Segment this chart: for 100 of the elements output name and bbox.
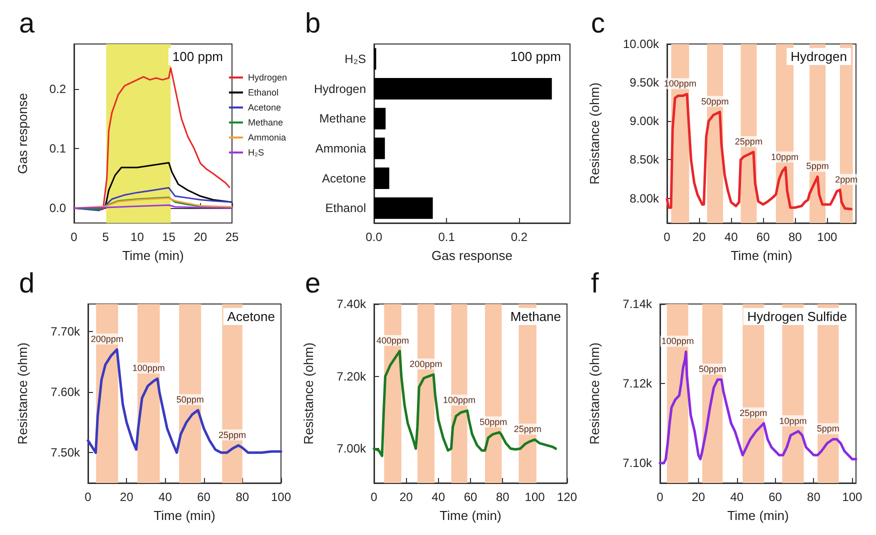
bar — [374, 78, 552, 100]
annotation: 100ppm — [664, 78, 696, 89]
legend-label: Ammonia — [248, 132, 286, 142]
annotation: Methane — [510, 308, 562, 324]
annotation: 400ppm — [376, 335, 409, 346]
y-axis-title: Gas response — [15, 93, 30, 174]
y-tick-label: 7.60k — [50, 384, 81, 398]
y-tick-label: 7.14k — [622, 296, 653, 310]
x-tick-label: 20 — [120, 490, 134, 504]
x-axis-title: Gas response — [432, 248, 512, 263]
y-tick-label: 7.50k — [50, 445, 81, 460]
annotation: 2ppm — [835, 174, 858, 184]
x-tick-label: 100 — [270, 490, 292, 504]
x-tick-label: 60 — [197, 490, 211, 504]
bar — [374, 168, 390, 189]
x-tick-label: 0 — [370, 490, 378, 504]
annotation: 100ppm — [442, 394, 476, 405]
annotation: Hydrogen — [790, 49, 848, 64]
y-tick-label: Acetone — [322, 171, 366, 186]
chart-title: a — [19, 8, 35, 38]
y-tick-label: 9.50k — [630, 76, 660, 90]
y-axis-title: Resistance (ohm) — [587, 82, 602, 184]
x-tick-label: 40 — [724, 230, 738, 244]
annotation: 25ppm — [734, 136, 762, 147]
y-tick-label: 7.70k — [50, 324, 81, 338]
legend-label: Hydrogen — [248, 72, 288, 82]
x-tick-label: 15 — [162, 230, 176, 244]
annotation: 100ppm — [661, 336, 694, 346]
legend-label: Ethanol — [248, 88, 279, 98]
x-tick-label: 100 — [842, 490, 862, 504]
y-tick-label: 7.20k — [336, 368, 367, 383]
annotation: 50ppm — [701, 96, 729, 106]
legend-label: Acetone — [248, 102, 282, 112]
legend-label: H₂S — [248, 148, 264, 158]
chart-title: f — [591, 267, 599, 298]
y-axis-title: Resistance (ohm) — [301, 342, 316, 444]
x-tick-label: 100 — [817, 230, 838, 244]
chart-title: e — [305, 267, 321, 298]
x-tick-label: 20 — [194, 230, 208, 244]
annotation: 100 ppm — [510, 49, 562, 64]
x-axis-title: Time (min) — [440, 508, 502, 522]
x-tick-label: 40 — [158, 490, 172, 504]
x-tick-label: 80 — [807, 490, 821, 504]
legend-label: Methane — [248, 118, 284, 128]
y-tick-label: Ammonia — [315, 141, 366, 156]
annotation: 50ppm — [176, 394, 204, 404]
annotation: 10ppm — [779, 415, 807, 426]
annotation: 25ppm — [514, 424, 542, 434]
x-tick-label: 60 — [768, 490, 782, 504]
x-axis-title: Time (min) — [730, 248, 792, 263]
x-tick-label: 20 — [692, 230, 706, 244]
x-tick-label: 0 — [70, 230, 78, 244]
y-tick-label: 7.10k — [622, 456, 653, 470]
x-tick-label: 5 — [102, 230, 110, 244]
annotation: Hydrogen Sulfide — [747, 308, 848, 324]
annotation: 5ppm — [806, 161, 829, 172]
x-axis-title: Time (min) — [727, 508, 789, 522]
line-series — [658, 350, 858, 464]
y-tick-label: H₂S — [344, 52, 366, 66]
y-tick-label: 7.40k — [336, 296, 367, 310]
line-series — [86, 348, 282, 454]
y-axis-title: Resistance (ohm) — [587, 342, 602, 444]
x-tick-label: 60 — [464, 490, 478, 504]
annotation: 100ppm — [132, 362, 165, 373]
y-tick-label: 8.00k — [630, 191, 660, 206]
y-tick-label: 7.00k — [336, 441, 367, 456]
x-tick-label: 0.1 — [438, 230, 456, 244]
y-tick-label: 0.1 — [49, 141, 66, 156]
y-tick-label: Methane — [319, 112, 366, 126]
annotation: 200ppm — [410, 358, 442, 369]
x-tick-label: 80 — [788, 230, 802, 244]
y-tick-label: Hydrogen — [314, 82, 366, 96]
chart-title: b — [305, 8, 321, 38]
annotation: 5ppm — [816, 423, 840, 434]
x-tick-label: 0.0 — [366, 230, 383, 244]
y-tick-label: 9.00k — [630, 114, 660, 128]
bar — [374, 197, 433, 219]
y-tick-label: 0.2 — [49, 82, 66, 96]
annotation: 10ppm — [770, 152, 798, 162]
x-tick-label: 80 — [236, 490, 250, 504]
bar — [374, 138, 385, 160]
x-axis-title: Time (min) — [122, 248, 184, 263]
line-series — [372, 349, 557, 457]
x-tick-label: 40 — [432, 490, 446, 504]
annotation: 50ppm — [480, 416, 508, 426]
x-tick-label: 120 — [556, 490, 578, 504]
x-tick-label: 10 — [130, 230, 144, 244]
x-tick-label: 0.2 — [510, 230, 528, 244]
chart-title: c — [591, 8, 605, 38]
y-tick-label: 0.0 — [49, 201, 66, 216]
x-tick-label: 20 — [399, 490, 414, 504]
y-tick-label: 10.00k — [622, 37, 660, 51]
x-tick-label: 100 — [524, 490, 546, 504]
x-axis-title: Time (min) — [154, 508, 216, 522]
annotation: 200ppm — [90, 334, 124, 344]
x-tick-label: 80 — [496, 490, 510, 504]
y-tick-label: Ethanol — [325, 201, 366, 216]
x-tick-label: 40 — [730, 490, 744, 504]
y-tick-label: 7.12k — [622, 376, 653, 390]
bar — [374, 108, 386, 130]
